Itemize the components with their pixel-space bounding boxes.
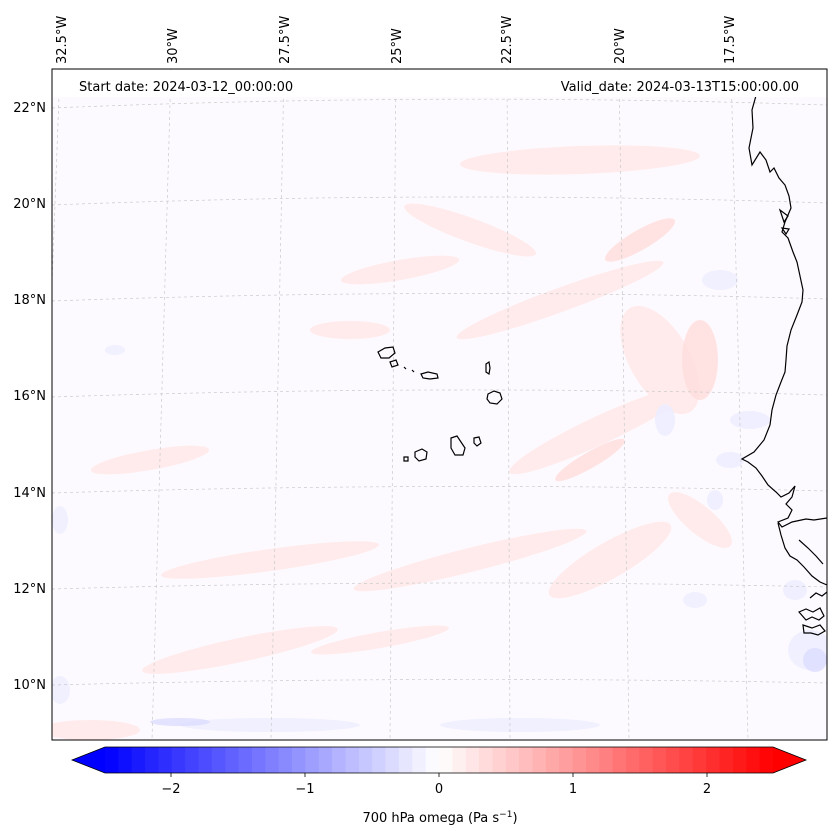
lon-label: 20°W — [613, 28, 628, 64]
colorbar-cell — [532, 747, 547, 773]
colorbar-cell — [585, 747, 600, 773]
lon-label: 27.5°W — [278, 16, 293, 64]
colorbar-cell — [599, 747, 614, 773]
colorbar-label-close: ) — [512, 811, 517, 826]
start-date-label: Start date: 2024-03-12_00:00:00 — [79, 80, 293, 95]
colorbar-cell — [305, 747, 320, 773]
colorbar-min-extend — [72, 747, 105, 773]
colorbar-cell — [385, 747, 400, 773]
colorbar-cell — [439, 747, 453, 773]
colorbar-cell — [292, 747, 306, 773]
valid-date-label: Valid_date: 2024-03-13T15:00:00.00 — [561, 80, 799, 95]
colorbar-cell — [171, 747, 186, 773]
colorbar-cell — [519, 747, 534, 773]
colorbar-cell — [679, 747, 694, 773]
colorbar-tick: −1 — [295, 782, 314, 797]
lat-label: 18°N — [13, 293, 46, 308]
colorbar-cell — [345, 747, 360, 773]
colorbar-cell — [118, 747, 133, 773]
lon-label: 25°W — [390, 28, 405, 64]
colorbar-cell — [732, 747, 747, 773]
colorbar-cell — [666, 747, 681, 773]
lat-label: 22°N — [13, 101, 46, 116]
longitude-gridlines — [52, 69, 749, 740]
colorbar-max-extend — [773, 747, 806, 773]
colorbar-cell — [251, 747, 266, 773]
colorbar-cells — [105, 747, 774, 773]
colorbar-label-exponent: −1 — [499, 810, 512, 820]
colorbar-cell — [559, 747, 574, 773]
colorbar-cell — [505, 747, 520, 773]
colorbar-cell — [639, 747, 654, 773]
colorbar-cell — [358, 747, 373, 773]
colorbar-cell — [706, 747, 721, 773]
colorbar-label: 700 hPa omega (Pa s−1) — [362, 810, 517, 826]
lat-label: 14°N — [13, 486, 46, 501]
colorbar-cell — [211, 747, 226, 773]
longitude-labels: 32.5°W 30°W 27.5°W 25°W 22.5°W 20°W 17.5… — [55, 16, 738, 64]
colorbar-cell — [105, 747, 119, 773]
latitude-labels: 22°N 20°N 18°N 16°N 14°N 12°N 10°N — [13, 101, 46, 693]
colorbar-cell — [131, 747, 146, 773]
colorbar-tick: 1 — [569, 782, 577, 797]
lat-label: 10°N — [13, 678, 46, 693]
lat-label: 20°N — [13, 197, 46, 212]
colorbar-cell — [332, 747, 347, 773]
colorbar-cell — [145, 747, 160, 773]
lon-label: 22.5°W — [500, 16, 515, 64]
colorbar-cell — [612, 747, 627, 773]
lon-label: 30°W — [166, 28, 181, 64]
colorbar: −2 −1 0 1 2 700 hPa omega (Pa s−1) — [70, 746, 808, 826]
header-strip — [52, 70, 827, 97]
colorbar-cell — [719, 747, 734, 773]
colorbar-cell — [278, 747, 293, 773]
colorbar-cell — [425, 747, 440, 773]
colorbar-cell — [158, 747, 173, 773]
colorbar-cell — [746, 747, 761, 773]
lat-label: 12°N — [13, 582, 46, 597]
map-frame — [51, 68, 828, 741]
lat-label: 16°N — [13, 389, 46, 404]
omega-field — [52, 69, 827, 740]
colorbar-cell — [238, 747, 253, 773]
colorbar-tick: 2 — [703, 782, 711, 797]
coastline — [740, 91, 827, 636]
colorbar-cell — [626, 747, 640, 773]
colorbar-cell — [572, 747, 587, 773]
colorbar-outline — [70, 746, 808, 774]
latitude-gridlines — [52, 98, 827, 686]
colorbar-cell — [318, 747, 333, 773]
colorbar-cell — [545, 747, 560, 773]
lon-label: 32.5°W — [55, 16, 70, 64]
colorbar-cell — [465, 747, 480, 773]
lon-label: 17.5°W — [723, 16, 738, 64]
colorbar-cell — [265, 747, 280, 773]
colorbar-cell — [479, 747, 494, 773]
colorbar-cell — [225, 747, 240, 773]
colorbar-cell — [198, 747, 213, 773]
colorbar-cell — [372, 747, 387, 773]
colorbar-cell — [692, 747, 707, 773]
colorbar-cell — [185, 747, 200, 773]
colorbar-cell — [492, 747, 507, 773]
colorbar-cell — [452, 747, 467, 773]
colorbar-tick: 0 — [435, 782, 443, 797]
colorbar-label-main: 700 hPa omega (Pa s — [362, 811, 499, 826]
colorbar-cell — [412, 747, 427, 773]
colorbar-tick: −2 — [161, 782, 180, 797]
map-area: Start date: 2024-03-12_00:00:00 Valid_da… — [51, 68, 828, 741]
colorbar-cell — [652, 747, 667, 773]
cape-verde-islands — [377, 346, 503, 462]
colorbar-cell — [759, 747, 774, 773]
colorbar-cell — [398, 747, 413, 773]
